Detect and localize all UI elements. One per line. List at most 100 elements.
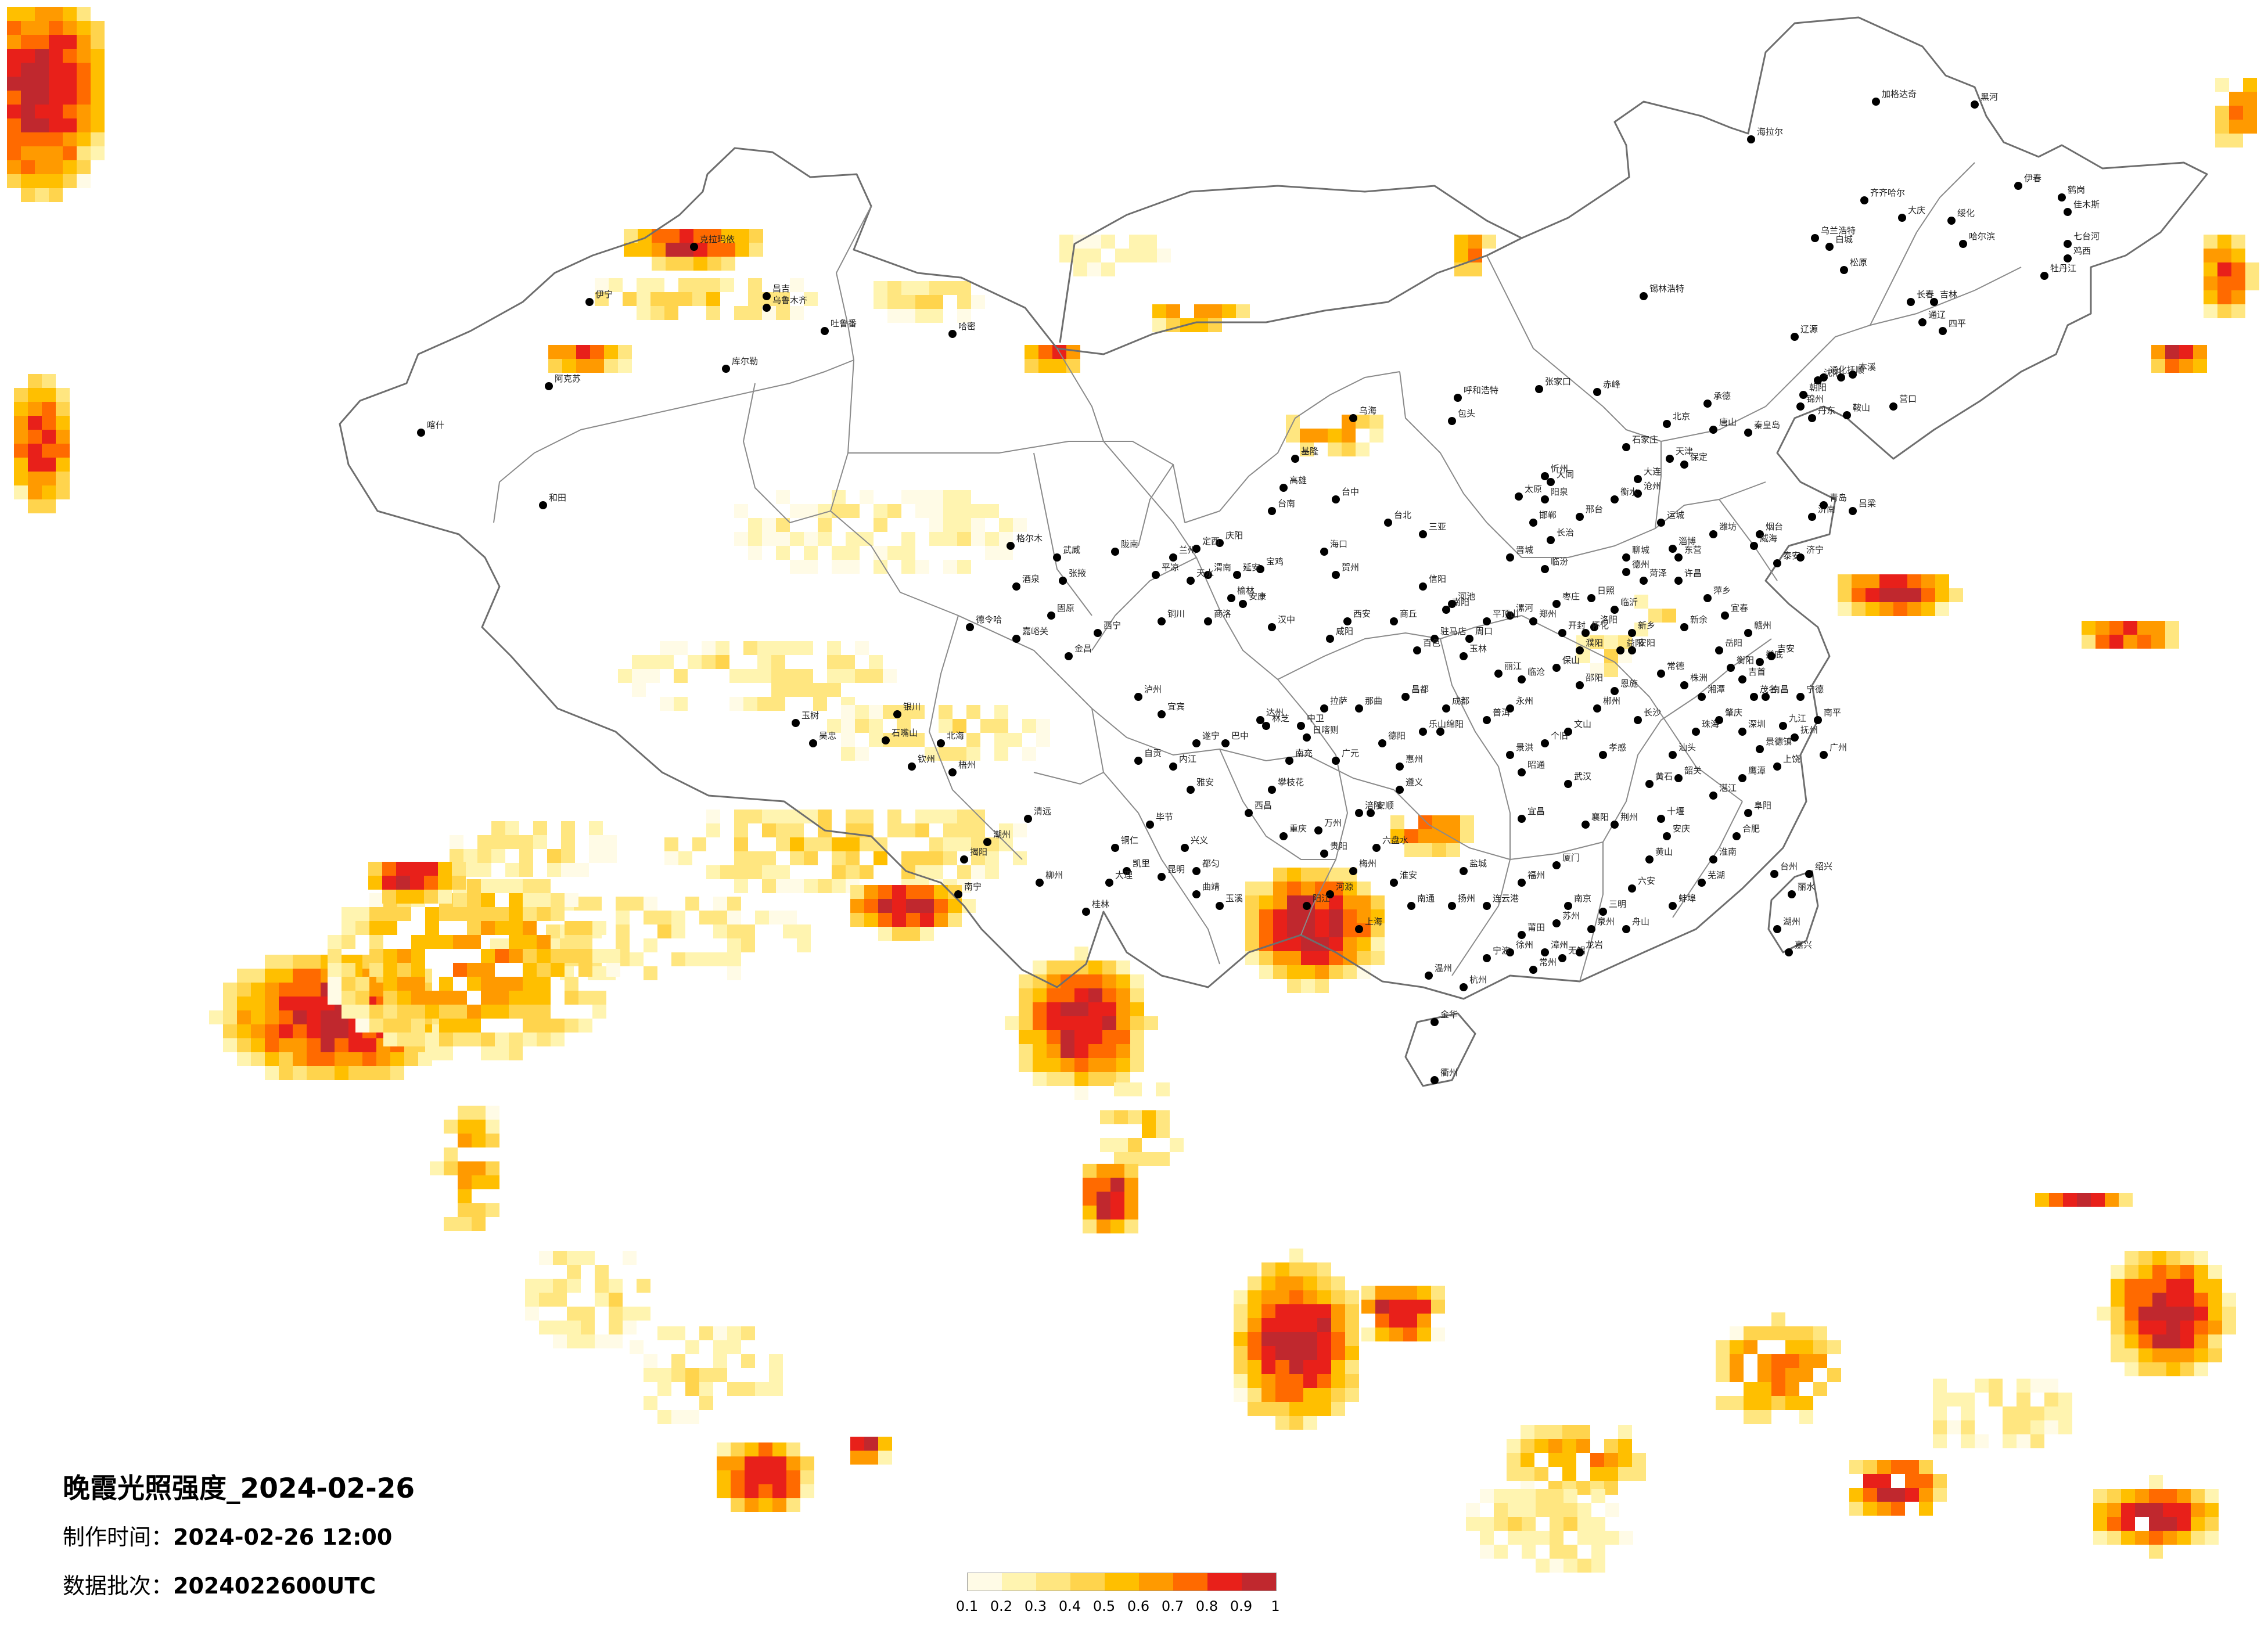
city-label: 莆田	[1527, 922, 1545, 933]
intensity-cell	[425, 1005, 439, 1019]
intensity-cell	[1287, 895, 1301, 909]
city-dot	[1698, 879, 1706, 887]
city-dot	[1773, 559, 1781, 567]
city-label: 昆明	[1167, 864, 1185, 875]
intensity-cell	[592, 921, 606, 935]
intensity-cell	[2180, 1348, 2194, 1362]
intensity-cell	[1577, 1531, 1591, 1545]
intensity-cell	[609, 1334, 623, 1348]
intensity-cell	[321, 1038, 335, 1052]
intensity-cell	[2093, 1517, 2107, 1531]
intensity-cell	[1019, 988, 1033, 1002]
intensity-cell	[1975, 1379, 1989, 1393]
intensity-cell	[2194, 1362, 2208, 1376]
city-label: 兰州	[1179, 545, 1196, 555]
intensity-cell	[720, 278, 734, 292]
intensity-cell	[1303, 1374, 1317, 1388]
intensity-cell	[1083, 1206, 1097, 1220]
intensity-cell	[561, 835, 575, 849]
intensity-cell	[439, 1005, 453, 1019]
city-dot	[1762, 693, 1770, 701]
intensity-cell	[328, 963, 342, 977]
intensity-cell	[762, 518, 776, 532]
intensity-cell	[1047, 1044, 1061, 1058]
intensity-cell	[1605, 1531, 1619, 1545]
intensity-cell	[467, 893, 481, 907]
intensity-cell	[91, 91, 105, 105]
city-dot	[1378, 739, 1386, 747]
intensity-cell	[458, 1203, 472, 1217]
intensity-cell	[486, 1161, 499, 1175]
city-label: 沧州	[1644, 481, 1661, 491]
intensity-cell	[382, 890, 396, 904]
intensity-cell	[769, 1354, 783, 1368]
city-dot	[1082, 908, 1090, 916]
intensity-cell	[1771, 1354, 1785, 1368]
intensity-cell	[2135, 1503, 2149, 1517]
intensity-cell	[1508, 1503, 1522, 1517]
city-dot	[1454, 394, 1462, 402]
intensity-cell	[846, 546, 860, 560]
intensity-cell	[2152, 1307, 2166, 1321]
intensity-cell	[618, 345, 632, 359]
intensity-cell	[1907, 588, 1921, 602]
intensity-cell	[846, 810, 860, 823]
city-label: 西昌	[1255, 800, 1272, 811]
intensity-cell	[657, 1326, 671, 1340]
intensity-cell	[458, 1175, 472, 1189]
intensity-cell	[855, 641, 869, 655]
city-dot	[908, 762, 916, 771]
intensity-cell	[439, 1019, 453, 1033]
intensity-cell	[2125, 1279, 2138, 1293]
intensity-cell	[1102, 974, 1116, 988]
intensity-cell	[2125, 1265, 2138, 1279]
city-label: 西安	[1353, 609, 1371, 619]
intensity-cell	[1662, 609, 1676, 623]
intensity-cell	[748, 810, 762, 823]
intensity-cell	[785, 683, 799, 697]
intensity-cell	[348, 1066, 362, 1080]
intensity-cell	[1357, 937, 1371, 951]
city-dot	[1158, 710, 1166, 718]
city-dot	[1187, 786, 1195, 794]
city-dot	[1680, 623, 1688, 631]
intensity-cell	[1289, 1402, 1303, 1416]
intensity-cell	[265, 969, 279, 983]
intensity-cell	[2044, 1379, 2058, 1393]
intensity-cell	[616, 924, 630, 938]
intensity-cell	[1087, 235, 1101, 249]
city-label: 韶关	[1684, 765, 1702, 776]
city-dot	[1279, 484, 1288, 492]
intensity-cell	[1632, 1453, 1646, 1467]
intensity-cell	[706, 292, 720, 306]
intensity-cell	[1287, 868, 1301, 882]
intensity-cell	[644, 1396, 657, 1410]
city-dot	[809, 739, 817, 747]
intensity-cell	[929, 837, 943, 851]
intensity-cell	[741, 1326, 755, 1340]
intensity-cell	[864, 885, 878, 899]
intensity-cell	[1905, 1488, 1919, 1502]
intensity-cell	[251, 983, 265, 997]
intensity-cell	[56, 388, 70, 402]
intensity-cell	[1019, 1058, 1033, 1072]
intensity-cell	[390, 1052, 404, 1066]
intensity-cell	[1345, 1332, 1359, 1346]
intensity-cell	[533, 835, 547, 849]
intensity-cell	[716, 655, 729, 669]
intensity-cell	[790, 560, 804, 574]
intensity-cell	[693, 257, 707, 271]
intensity-cell	[783, 911, 797, 924]
intensity-cell	[1389, 1328, 1403, 1341]
intensity-cell	[971, 532, 985, 546]
city-label: 凯里	[1133, 858, 1150, 869]
intensity-cell	[1562, 1425, 1576, 1439]
intensity-cell	[1730, 1368, 1744, 1382]
intensity-cell	[971, 295, 985, 309]
city-dot	[1407, 902, 1415, 910]
intensity-cell	[2194, 1251, 2208, 1265]
intensity-cell	[1716, 1368, 1730, 1382]
city-label: 北海	[947, 731, 964, 741]
city-label: 济宁	[1806, 545, 1824, 555]
intensity-cell	[1329, 937, 1343, 951]
